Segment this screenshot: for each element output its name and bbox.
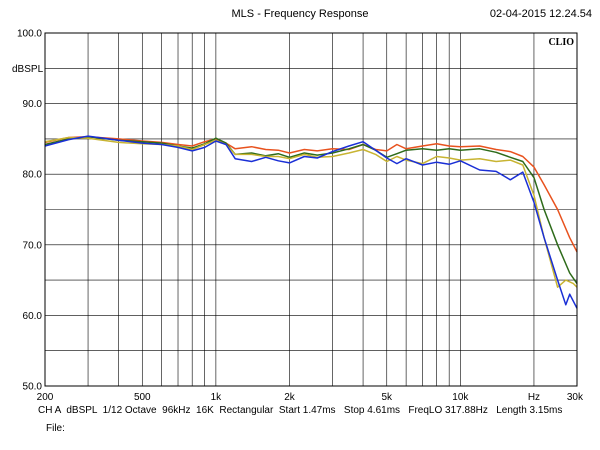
y-tick-label: 50.0 (23, 382, 43, 393)
file-label: File: (46, 423, 65, 434)
timestamp: 02-04-2015 12.24.54 (489, 8, 592, 20)
x-tick-label: 2k (284, 392, 296, 403)
x-tick-label: Hz (528, 392, 540, 403)
curves (44, 135, 578, 309)
y-tick-label: 60.0 (23, 311, 43, 322)
plot-border (44, 32, 578, 387)
x-tick-label: 5k (381, 392, 393, 403)
response-curve-3 (44, 136, 578, 288)
y-tick-label: 100.0 (17, 29, 42, 40)
chart-title: MLS - Frequency Response (231, 8, 369, 20)
response-curve-4 (44, 135, 578, 309)
y-axis-title: dBSPL (12, 64, 44, 75)
x-tick-label: 500 (134, 392, 151, 403)
measurement-settings: CH A dBSPL 1/12 Octave 96kHz 16K Rectang… (38, 405, 563, 416)
y-axis-labels: 100.0 90.0 80.0 70.0 60.0 50.0 (17, 29, 42, 393)
x-tick-label: 1k (211, 392, 223, 403)
grid (45, 33, 577, 386)
x-tick-label: 200 (37, 392, 54, 403)
x-tick-label: 10k (452, 392, 469, 403)
x-axis-labels: 200 500 1k 2k 5k 10k Hz 30k (37, 392, 584, 403)
clio-brand-logo: CLIO (548, 37, 574, 48)
y-tick-label: 90.0 (23, 99, 43, 110)
y-tick-label: 80.0 (23, 170, 43, 181)
response-curve-2 (44, 136, 578, 285)
x-tick-label: 30k (567, 392, 584, 403)
y-tick-label: 70.0 (23, 240, 43, 251)
